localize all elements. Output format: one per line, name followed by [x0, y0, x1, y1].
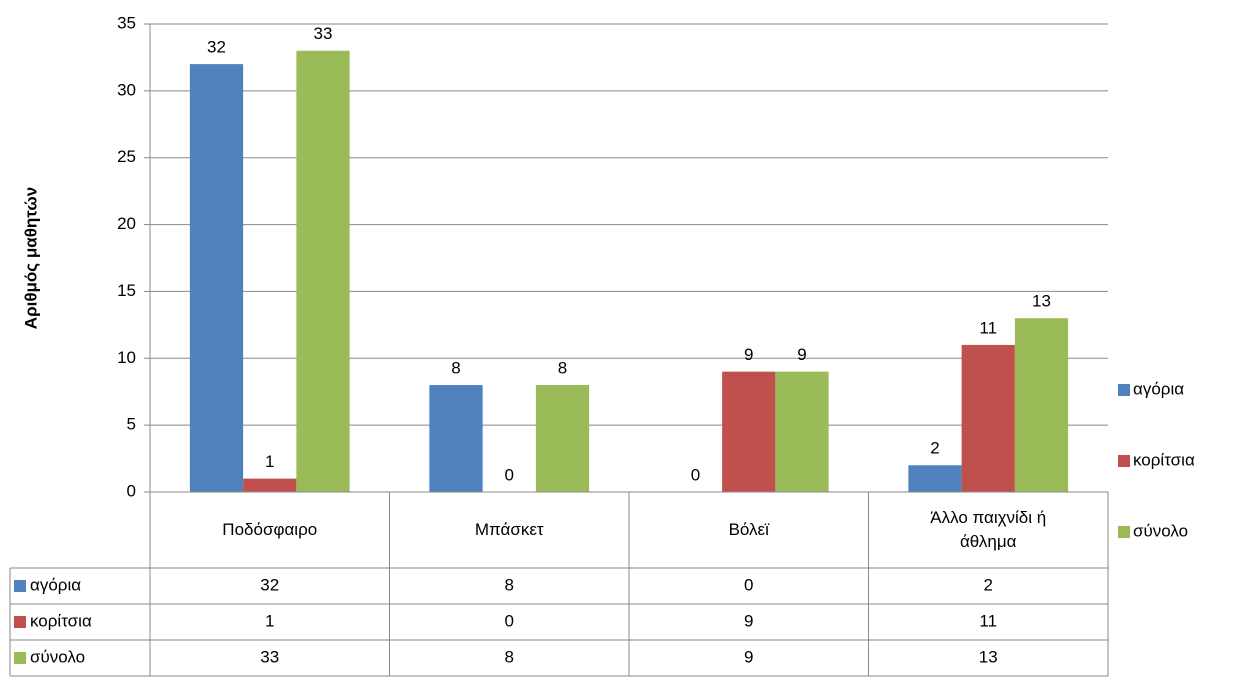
table-cell: 8	[505, 647, 514, 666]
bar	[429, 385, 483, 492]
table-cell: 1	[265, 611, 274, 630]
table-cell: 2	[984, 575, 993, 594]
table-cell: 9	[744, 647, 753, 666]
table-cell: 33	[260, 647, 279, 666]
table-row-label: σύνολο	[30, 647, 85, 666]
table-row-label: αγόρια	[30, 575, 81, 594]
category-label: Βόλεϊ	[728, 520, 769, 539]
bar	[908, 465, 962, 492]
bar	[722, 371, 776, 492]
data-label: 2	[930, 439, 939, 458]
legend-key	[1118, 526, 1130, 538]
table-legend-key	[14, 652, 26, 664]
y-tick-label: 30	[117, 80, 136, 99]
legend-label: κορίτσια	[1133, 450, 1195, 469]
y-tick-label: 5	[127, 415, 136, 434]
legend-label: σύνολο	[1133, 521, 1188, 540]
bar	[1014, 318, 1069, 492]
data-label: 13	[1032, 292, 1051, 311]
data-label: 9	[797, 345, 806, 364]
y-tick-label: 10	[117, 348, 136, 367]
table-legend-key	[14, 580, 26, 592]
data-label: 8	[451, 359, 460, 378]
table-row-label: κορίτσια	[30, 611, 92, 630]
bar	[961, 344, 1015, 492]
table-legend-key	[14, 616, 26, 628]
legend-label: αγόρια	[1133, 379, 1184, 398]
category-label: Μπάσκετ	[474, 520, 544, 539]
y-tick-label: 0	[127, 481, 136, 500]
bar	[243, 478, 297, 492]
y-tick-label: 35	[117, 13, 136, 32]
bar	[775, 371, 829, 492]
y-tick-label: 25	[117, 147, 136, 166]
category-label: Ποδόσφαιρο	[222, 520, 318, 539]
legend-key	[1118, 384, 1130, 396]
bar	[535, 385, 590, 492]
y-axis-label: Αριθμός μαθητών	[21, 187, 40, 329]
table-cell: 11	[979, 611, 997, 630]
data-label: 9	[744, 345, 753, 364]
bar	[189, 64, 244, 492]
data-label: 1	[265, 452, 274, 471]
category-label: Άλλο παιχνίδι ή άθλημα	[930, 508, 1047, 551]
data-label: 0	[505, 465, 514, 484]
legend-key	[1118, 455, 1130, 467]
table-cell: 0	[505, 611, 514, 630]
table-cell: 0	[744, 575, 753, 594]
bar	[296, 50, 350, 492]
table-cell: 8	[505, 575, 514, 594]
y-tick-label: 20	[117, 214, 136, 233]
data-label: 8	[558, 359, 567, 378]
table-cell: 9	[744, 611, 753, 630]
data-label: 32	[207, 38, 226, 57]
table-cell: 32	[260, 575, 279, 594]
table-cell: 13	[979, 647, 998, 666]
data-label: 11	[979, 318, 997, 337]
y-tick-label: 15	[117, 281, 136, 300]
data-label: 33	[314, 24, 333, 43]
data-label: 0	[691, 465, 700, 484]
